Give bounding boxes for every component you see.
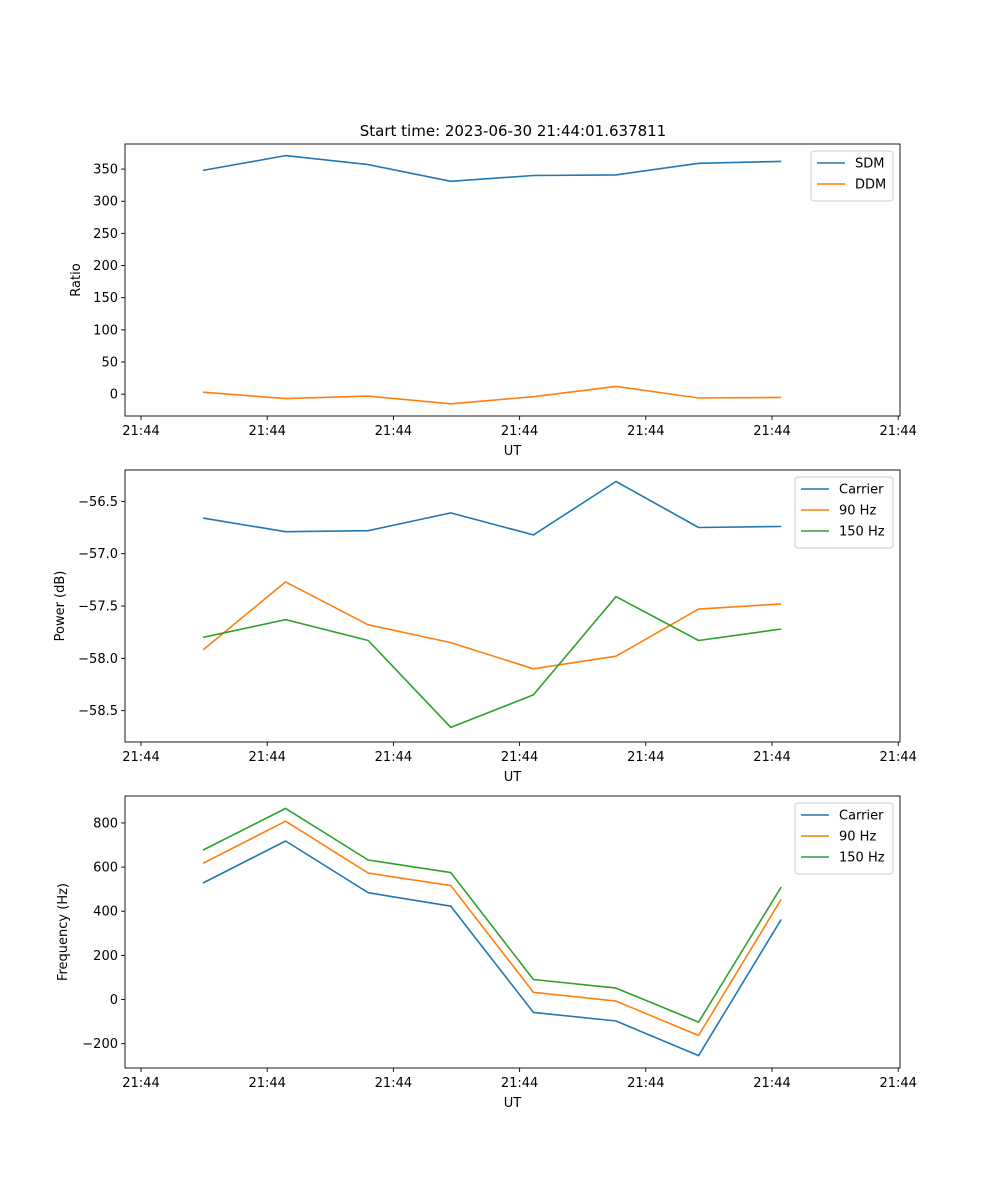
chart-panel-3: 21:4421:4421:4421:4421:4421:4421:4421:45… — [56, 795, 917, 1111]
y-tick-label: −58.0 — [78, 652, 118, 667]
legend-label: SDM — [855, 157, 884, 172]
y-tick-label: 150 — [93, 291, 118, 306]
series-line-sdm — [202, 154, 782, 183]
series-line-90-hz — [202, 820, 782, 1037]
x-tick-label: 21:44 — [879, 424, 916, 439]
y-tick-label: −57.0 — [78, 547, 118, 562]
legend: SDM DDM — [810, 150, 894, 202]
legend: Carrier 90 Hz 150 Hz — [794, 476, 894, 549]
y-tick-label: 200 — [93, 259, 118, 274]
legend-label: 90 Hz — [839, 504, 876, 519]
y-tick-label: 50 — [101, 355, 118, 370]
series-line-carrier — [202, 840, 782, 1057]
x-tick-label: 21:44 — [753, 750, 790, 765]
y-tick-label: 200 — [93, 949, 118, 964]
y-tick-label: 0 — [110, 993, 118, 1008]
axes-frame — [124, 143, 901, 417]
series-line-90-hz — [202, 581, 782, 670]
figure-title: Start time: 2023-06-30 21:44:01.637811 — [360, 122, 666, 140]
y-tick-label: 250 — [93, 227, 118, 242]
x-tick-label: 21:44 — [627, 750, 664, 765]
x-tick-label: 21:44 — [501, 424, 538, 439]
legend-label: 90 Hz — [839, 830, 876, 845]
y-tick-label: −56.5 — [78, 495, 118, 510]
series-line-carrier — [202, 480, 782, 536]
chart-panel-1: 21:4421:4421:4421:4421:4421:4421:4421:45… — [69, 143, 917, 459]
legend-label: DDM — [855, 178, 886, 193]
x-axis-label: UT — [504, 1096, 522, 1111]
y-axis-label: Power (dB) — [53, 571, 68, 642]
y-tick-label: 400 — [93, 905, 118, 920]
legend-label: 150 Hz — [839, 525, 885, 540]
y-tick-label: 600 — [93, 861, 118, 876]
x-tick-label: 21:44 — [248, 424, 285, 439]
x-tick-label: 21:44 — [122, 424, 159, 439]
x-tick-label: 21:44 — [248, 1076, 285, 1091]
legend-label: 150 Hz — [839, 851, 885, 866]
y-tick-label: −200 — [82, 1037, 118, 1052]
series-line-150-hz — [202, 595, 782, 729]
legend: Carrier 90 Hz 150 Hz — [794, 802, 894, 875]
axes-frame — [124, 469, 901, 743]
x-tick-label: 21:44 — [375, 1076, 412, 1091]
series-line-150-hz — [202, 807, 782, 1023]
x-axis-label: UT — [504, 770, 522, 785]
x-tick-label: 21:44 — [627, 424, 664, 439]
x-tick-label: 21:44 — [375, 424, 412, 439]
y-tick-label: 0 — [110, 388, 118, 403]
x-tick-label: 21:44 — [248, 750, 285, 765]
series-line-ddm — [202, 385, 782, 405]
y-tick-label: 800 — [93, 816, 118, 831]
x-axis-label: UT — [504, 444, 522, 459]
legend-label: Carrier — [839, 809, 884, 824]
x-tick-label: 21:44 — [753, 424, 790, 439]
x-tick-label: 21:44 — [122, 750, 159, 765]
chart-panel-2: 21:4421:4421:4421:4421:4421:4421:4421:45… — [53, 469, 917, 785]
y-tick-label: −57.5 — [78, 600, 118, 615]
y-tick-label: 100 — [93, 323, 118, 338]
x-tick-label: 21:44 — [122, 1076, 159, 1091]
y-tick-label: 350 — [93, 163, 118, 178]
x-tick-label: 21:44 — [375, 750, 412, 765]
x-tick-label: 21:44 — [627, 1076, 664, 1091]
x-tick-label: 21:44 — [501, 750, 538, 765]
y-tick-label: 300 — [93, 195, 118, 210]
x-tick-label: 21:44 — [879, 750, 916, 765]
axes-frame — [124, 795, 901, 1069]
x-tick-label: 21:44 — [879, 1076, 916, 1091]
legend-label: Carrier — [839, 483, 884, 498]
y-tick-label: −58.5 — [78, 704, 118, 719]
x-tick-label: 21:44 — [753, 1076, 790, 1091]
x-tick-label: 21:44 — [501, 1076, 538, 1091]
y-axis-label: Frequency (Hz) — [56, 883, 71, 981]
y-axis-label: Ratio — [69, 263, 84, 296]
